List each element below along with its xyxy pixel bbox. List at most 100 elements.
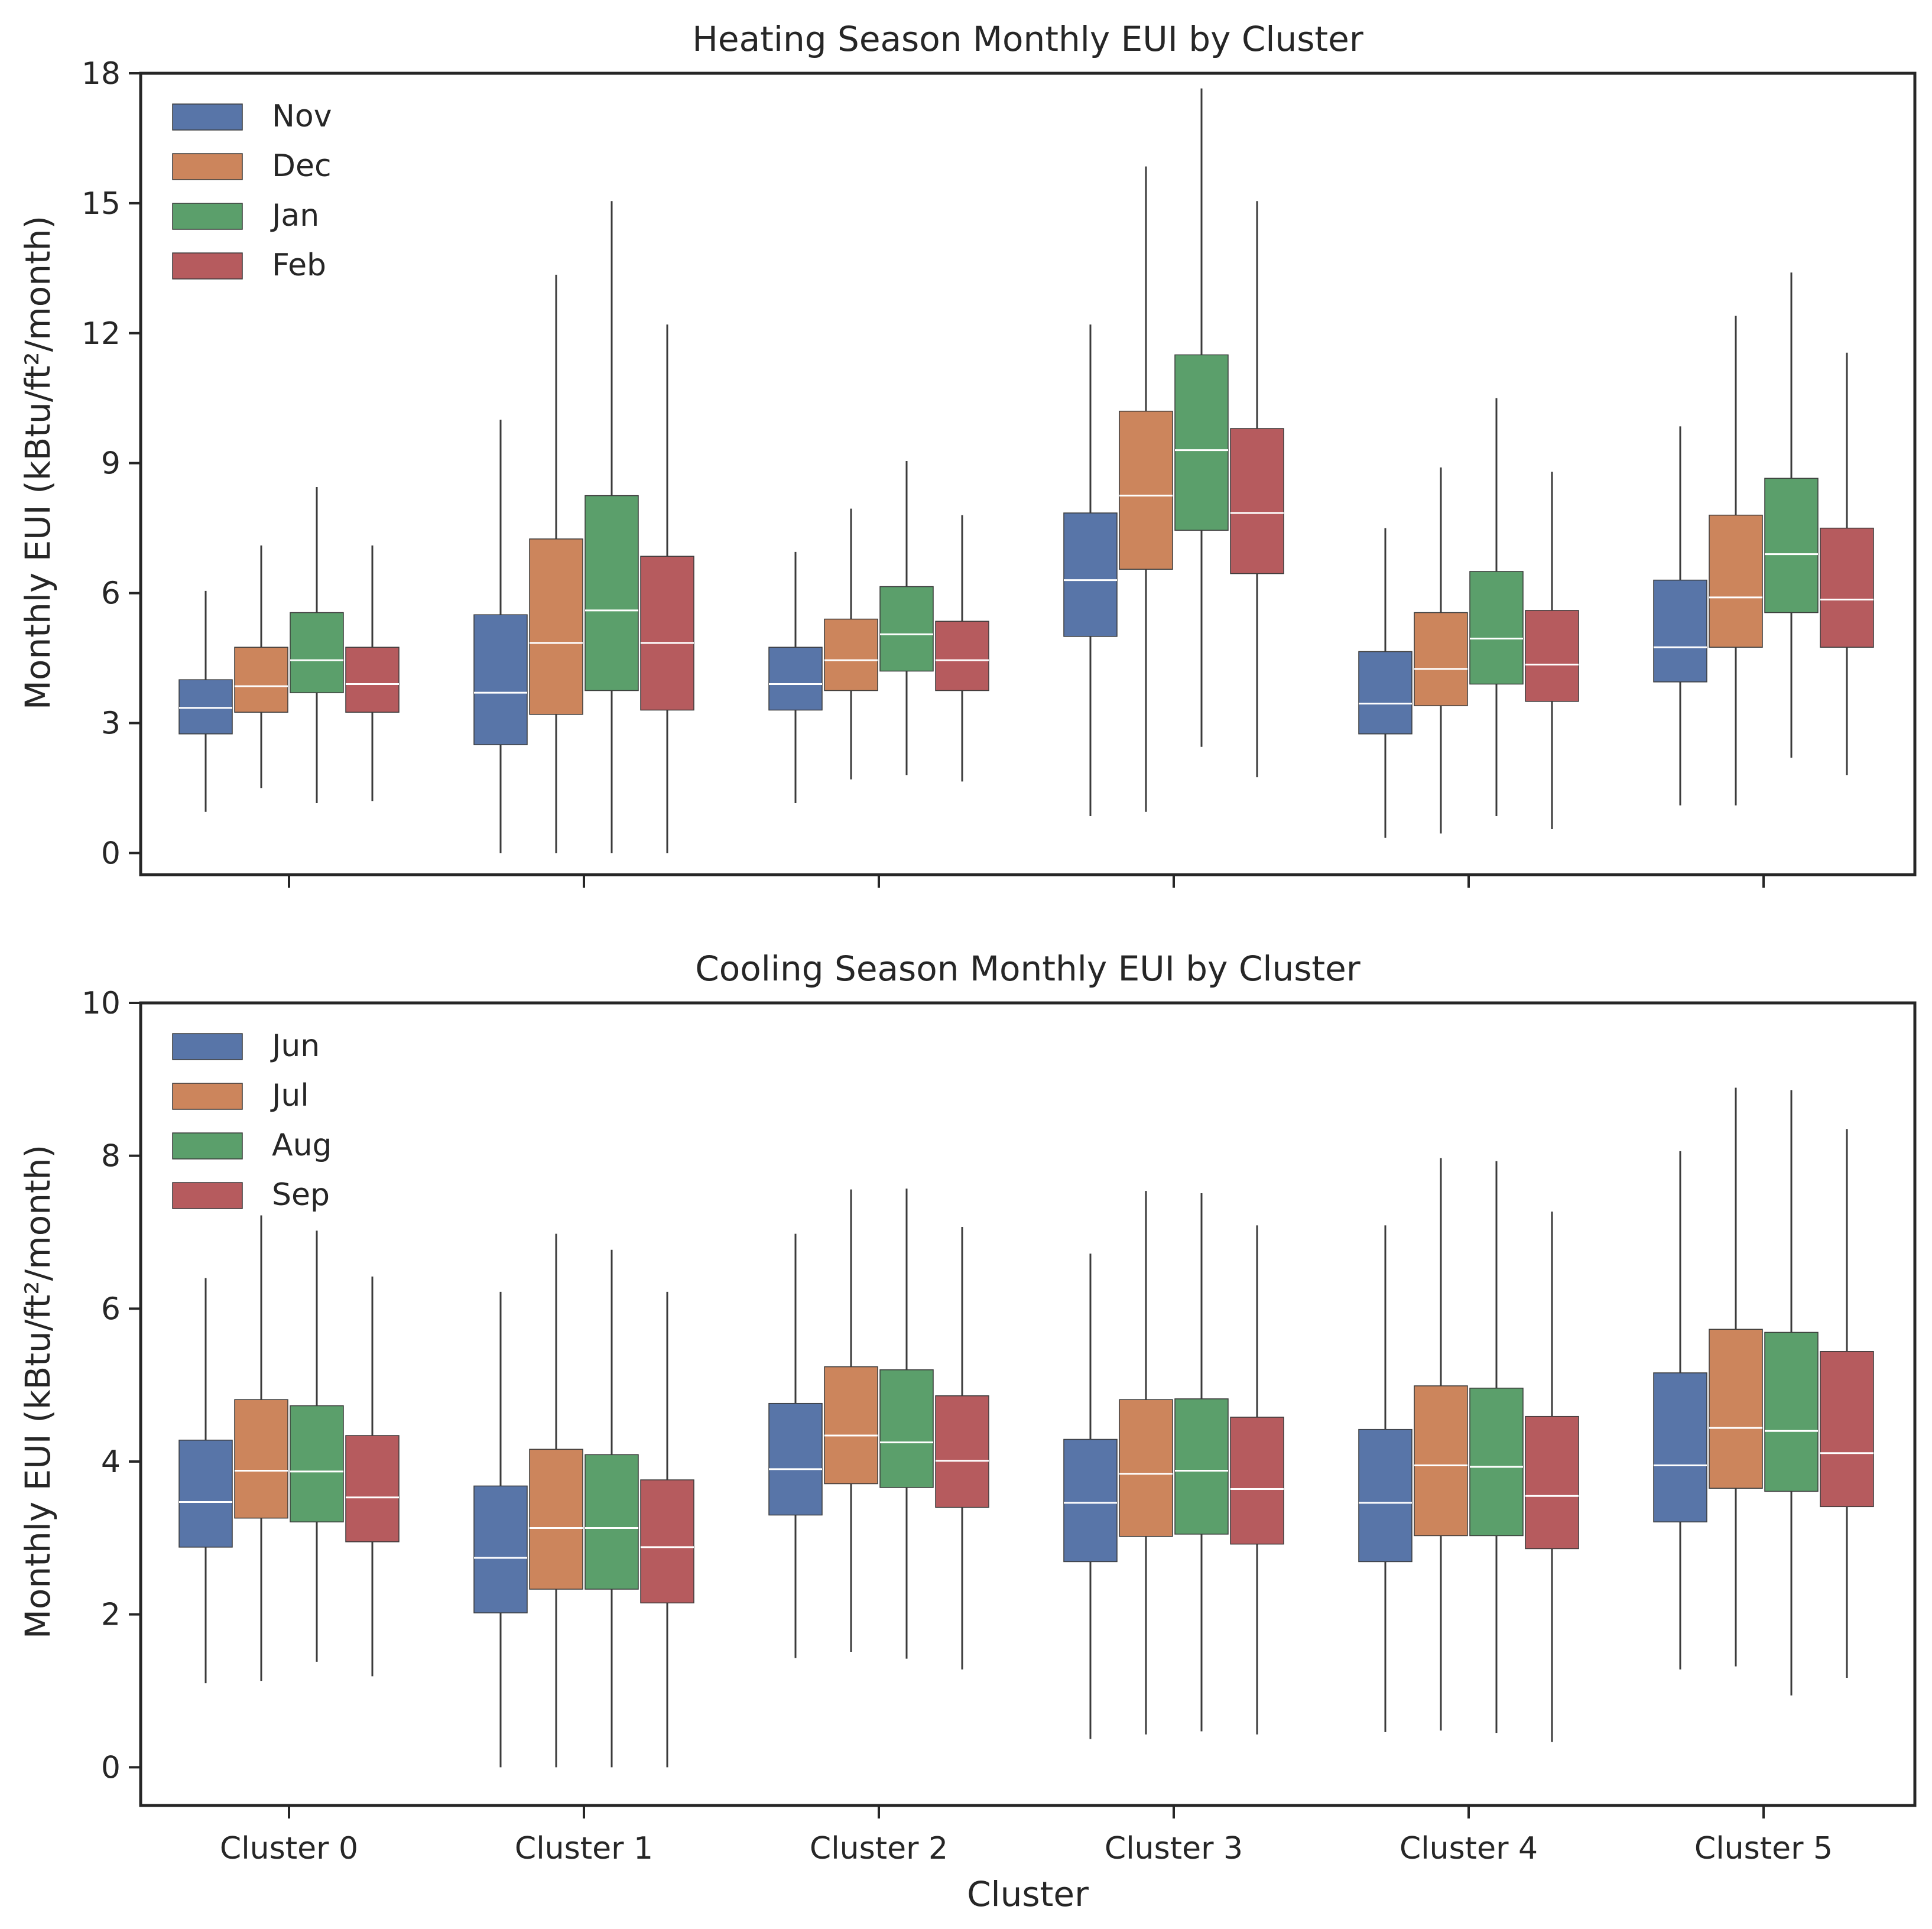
cooling-sep-cluster-3-box [1230,1417,1284,1545]
cooling-jun-cluster-0-box [178,1440,233,1548]
cooling-aug-cluster-4-box [1469,1388,1524,1537]
cooling-legend-label-aug: Aug [272,1128,332,1163]
cooling-x-axis-label: Cluster [967,1874,1089,1914]
heating-dec-cluster-3-box [1119,410,1173,570]
heating-feb-cluster-0-box [345,647,400,713]
cooling-jun-cluster-3-box [1063,1438,1118,1563]
heating-y-tick-label: 18 [82,56,121,92]
cooling-jul-cluster-5-box [1709,1329,1763,1489]
cooling-x-ticks: Cluster 0 Cluster 1 Cluster 2 Cluster 3 Clus… [220,1805,1833,1866]
heating-nov-cluster-5-box [1653,579,1707,683]
cooling-y-ticks: 0 2 4 6 8 10 [82,986,141,1785]
cooling-sep-cluster-4-box [1525,1415,1579,1550]
heating-jan-cluster-4-box [1469,571,1524,685]
cooling-legend-label-jun: Jun [270,1028,320,1064]
heating-y-tick-label: 0 [101,836,121,871]
cooling-legend-swatch-aug [172,1132,243,1160]
cooling-aug-cluster-3-box [1174,1398,1229,1535]
cooling-aug-cluster-5-box [1764,1332,1819,1492]
cooling-jun-cluster-4-box [1358,1428,1413,1563]
cooling-plot-marks [178,1087,1874,1768]
heating-y-tick-label: 12 [82,316,121,352]
heating-legend-swatch-nov [172,103,243,131]
cooling-x-tick-label: Cluster 5 [1694,1831,1833,1866]
heating-legend-label-dec: Dec [272,148,332,184]
cooling-jul-cluster-3-box [1119,1399,1173,1537]
cooling-jun-cluster-1-box [473,1485,528,1613]
heating-feb-cluster-3-box [1230,428,1284,574]
cooling-legend: Jun Jul Aug Sep [172,1028,332,1213]
cooling-sep-cluster-2-box [935,1395,989,1508]
cooling-legend-label-jul: Jul [270,1078,309,1113]
heating-dec-cluster-0-box [234,647,288,713]
cooling-y-tick-label: 10 [82,986,121,1021]
cooling-jul-cluster-1-box [529,1449,583,1590]
heating-y-tick-label: 6 [101,576,121,612]
cooling-sep-cluster-1-box [640,1479,694,1604]
cooling-x-tick-label: Cluster 3 [1105,1831,1243,1866]
cooling-x-tick-label: Cluster 4 [1400,1831,1538,1866]
cooling-legend-swatch-jun [172,1033,243,1060]
cooling-y-tick-label: 6 [101,1291,121,1327]
heating-legend-label-feb: Feb [272,248,326,283]
cooling-y-tick-label: 2 [101,1597,121,1633]
cooling-y-axis-label: Monthly EUI (kBtu/ft²/month) [18,1145,58,1639]
heating-feb-cluster-4-box [1525,610,1579,702]
cooling-x-tick-label: Cluster 2 [810,1831,948,1866]
heating-feb-cluster-2-box [935,621,989,691]
heating-jan-cluster-3-box [1174,354,1229,531]
cooling-y-tick-label: 4 [101,1444,121,1480]
cooling-jul-cluster-4-box [1414,1385,1468,1537]
cooling-jun-cluster-5-box [1653,1372,1707,1522]
heating-nov-cluster-0-box [178,679,233,735]
heating-nov-cluster-1-box [473,614,528,745]
heating-panel: Heating Season Monthly EUI by Cluster Mo… [18,19,1917,888]
cooling-y-tick-label: 8 [101,1139,121,1174]
heating-y-tick-label: 9 [101,446,121,482]
heating-legend: Nov Dec Jan Feb [172,99,332,283]
heating-jan-cluster-0-box [290,612,344,693]
heating-y-tick-label: 15 [82,186,121,222]
heating-nov-cluster-3-box [1063,512,1118,637]
heating-jan-cluster-5-box [1764,478,1819,613]
heating-legend-label-nov: Nov [272,99,332,134]
heating-chart-title: Heating Season Monthly EUI by Cluster [692,19,1363,59]
heating-y-axis-label: Monthly EUI (kBtu/ft²/month) [18,216,58,710]
heating-nov-cluster-4-box [1358,651,1413,735]
heating-y-ticks: 0 3 6 9 12 15 18 [82,56,141,871]
cooling-jul-cluster-0-box [234,1399,288,1519]
heating-y-tick-label: 3 [101,706,121,741]
heating-dec-cluster-5-box [1709,514,1763,648]
cooling-legend-swatch-sep [172,1182,243,1209]
heating-feb-cluster-5-box [1820,527,1874,648]
heating-dec-cluster-4-box [1414,612,1468,706]
heating-legend-swatch-dec [172,153,243,180]
cooling-x-tick-label: Cluster 0 [220,1831,358,1866]
cooling-sep-cluster-5-box [1820,1351,1874,1508]
heating-jan-cluster-2-box [879,586,934,672]
cooling-aug-cluster-1-box [585,1454,639,1590]
cooling-aug-cluster-2-box [879,1369,934,1488]
cooling-x-tick-label: Cluster 1 [515,1831,653,1866]
cooling-legend-label-sep: Sep [272,1177,330,1213]
cooling-sep-cluster-0-box [345,1435,400,1542]
heating-jan-cluster-1-box [585,495,639,691]
heating-legend-label-jan: Jan [270,198,319,233]
cooling-panel: Cooling Season Monthly EUI by Cluster Mo… [18,949,1917,1914]
cooling-jun-cluster-2-box [768,1402,823,1516]
cooling-jul-cluster-2-box [824,1366,878,1485]
cooling-aug-cluster-0-box [290,1405,344,1522]
heating-dec-cluster-2-box [824,618,878,691]
heating-dec-cluster-1-box [529,538,583,715]
cooling-plot-frame [139,1001,1917,1807]
heating-nov-cluster-2-box [768,647,823,711]
heating-x-ticks [288,875,1765,888]
heating-feb-cluster-1-box [640,556,694,711]
heating-plot-marks [178,88,1874,853]
heating-legend-swatch-jan [172,203,243,230]
heating-legend-swatch-feb [172,252,243,280]
cooling-legend-swatch-jul [172,1083,243,1110]
